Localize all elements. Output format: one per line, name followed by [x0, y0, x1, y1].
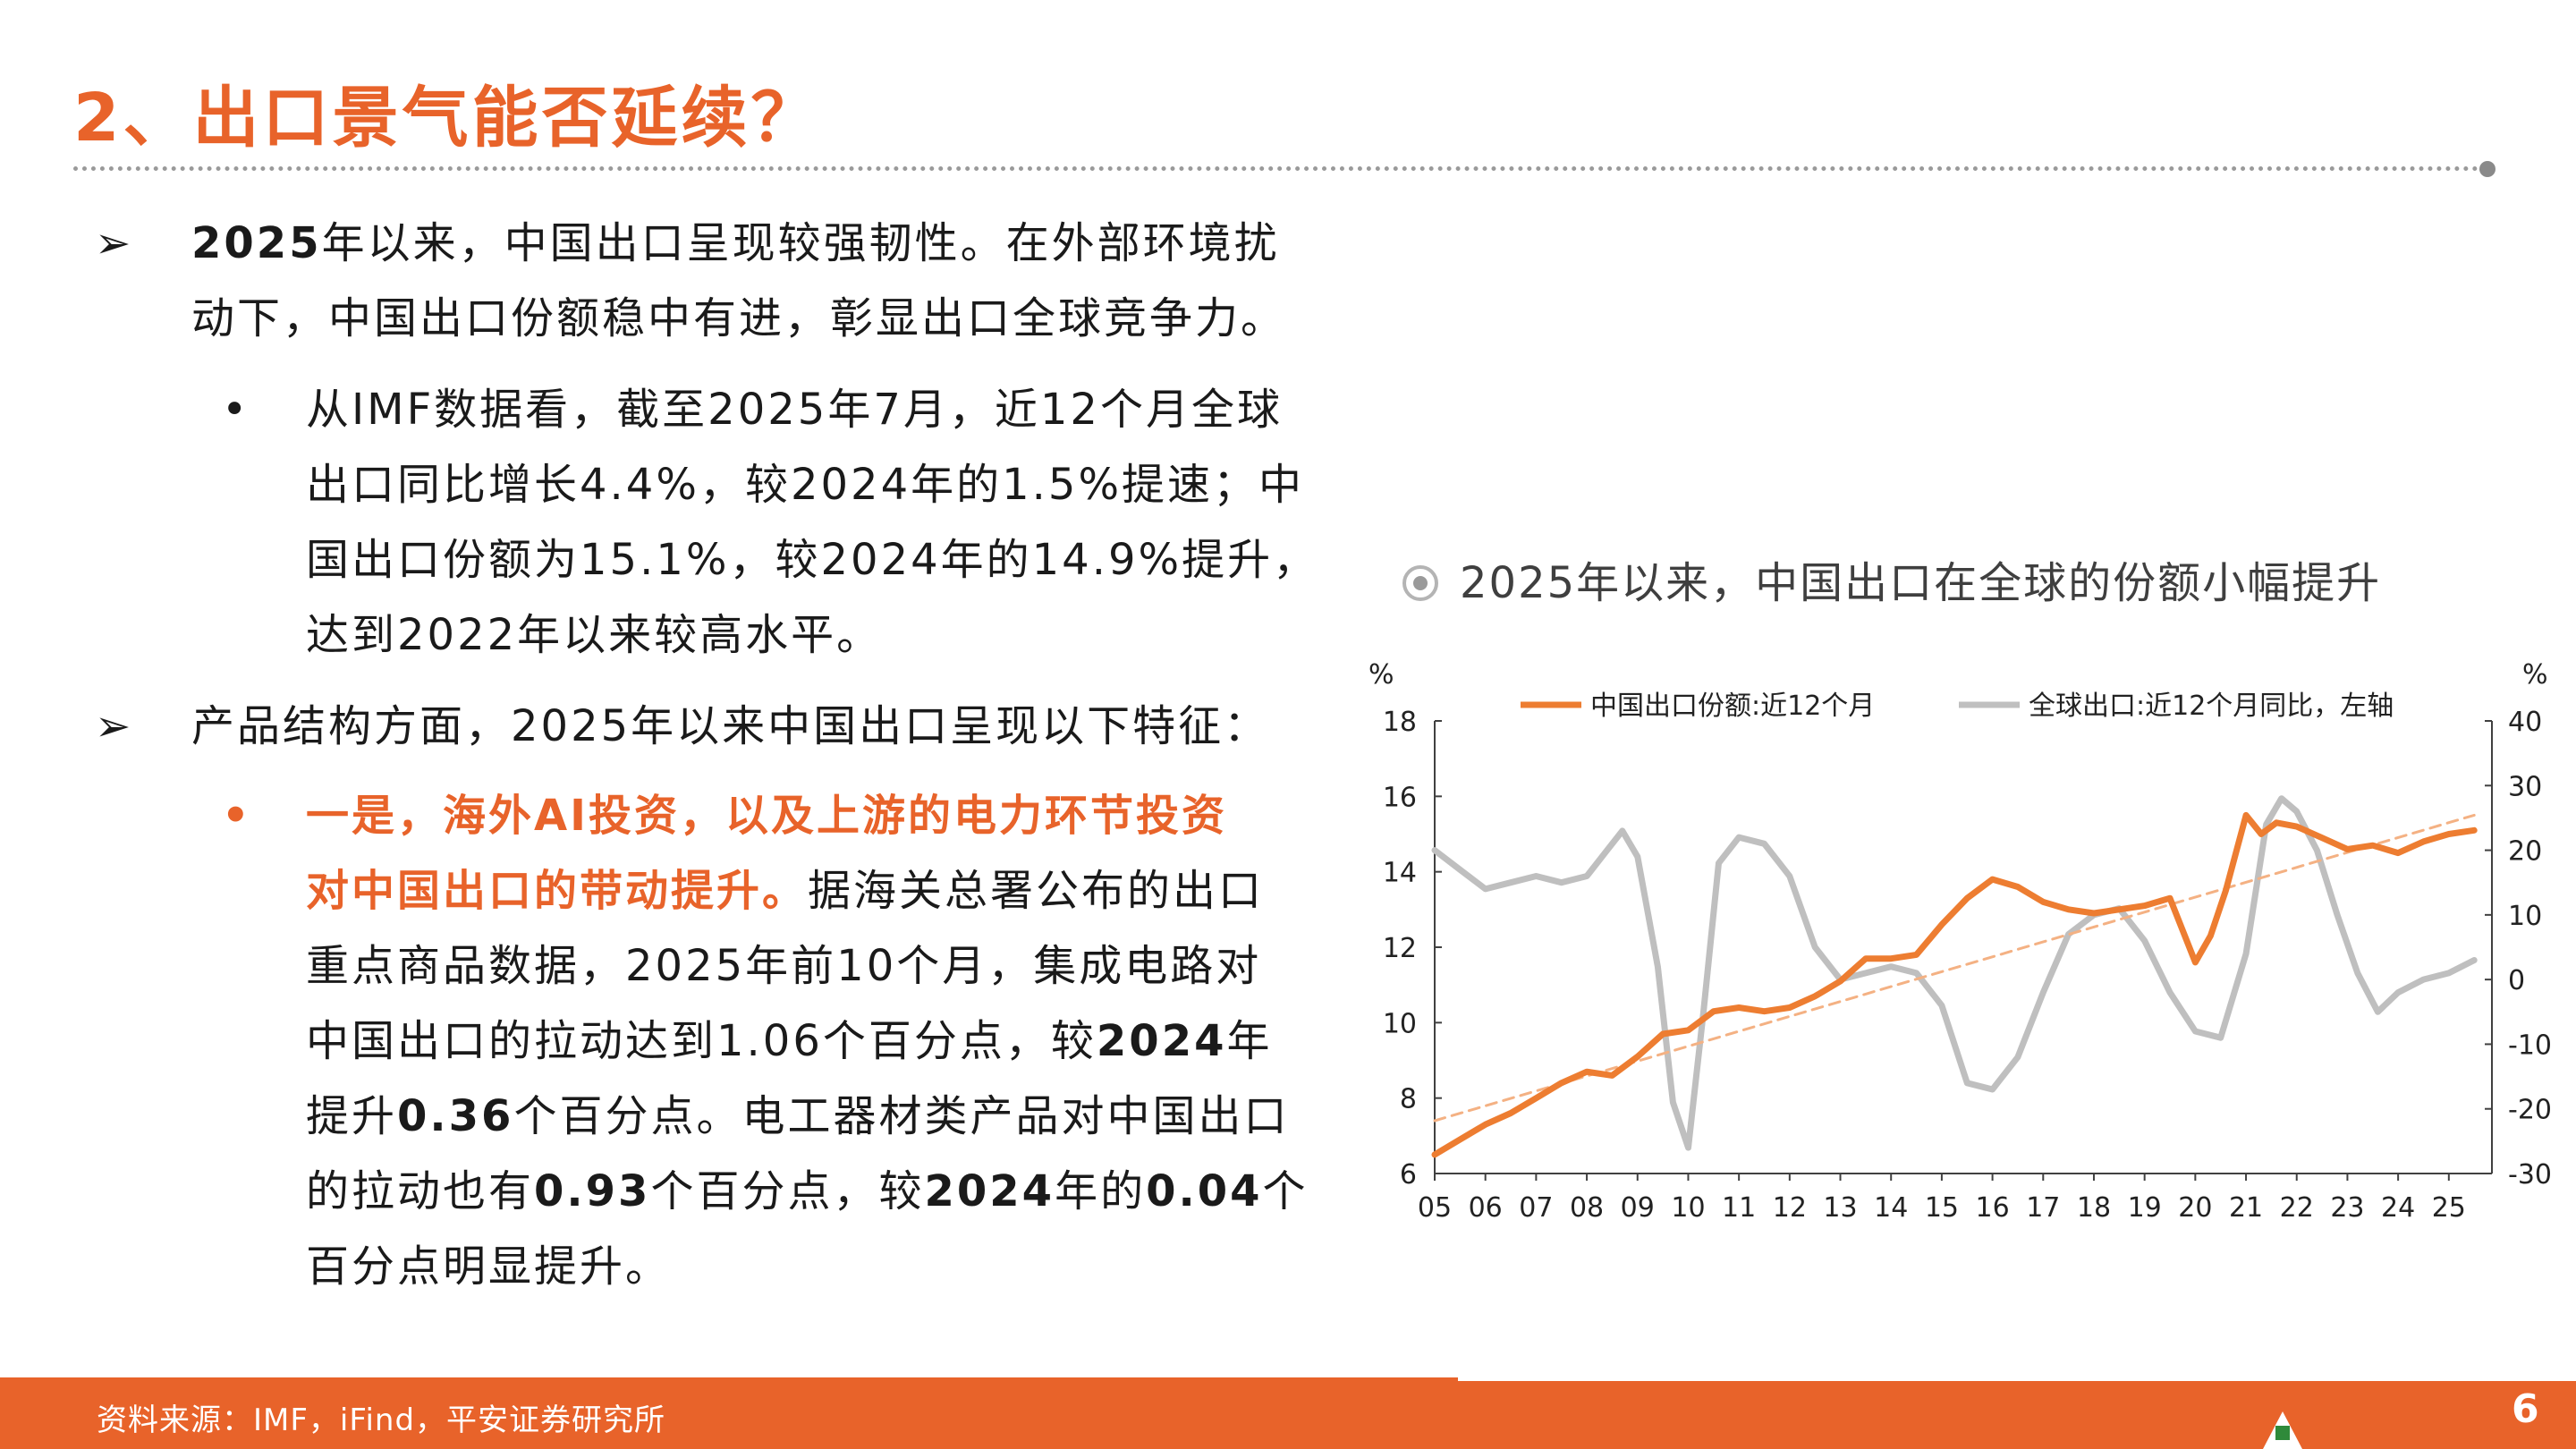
- right-tick-label: -20: [2508, 1095, 2552, 1126]
- x-tick-label: 21: [2229, 1192, 2263, 1224]
- sub-line: 出口同比增长4.4%，较2024年的1.5%提速；中: [306, 460, 1305, 510]
- x-tick-label: 22: [2280, 1192, 2314, 1224]
- left-tick-label: 18: [1383, 707, 1417, 738]
- x-tick-label: 14: [1874, 1192, 1908, 1224]
- x-tick-label: 09: [1621, 1192, 1655, 1224]
- x-tick-label: 08: [1570, 1192, 1604, 1224]
- paragraph-1-line-2: 动下，中国出口份额稳中有进，彰显出口全球竞争力。: [191, 293, 1287, 343]
- sub-line: 达到2022年以来较高水平。: [306, 610, 883, 660]
- x-tick-label: 07: [1519, 1192, 1553, 1224]
- paragraph-1-line-1: 2025年以来，中国出口呈现较强韧性。在外部环境扰: [191, 218, 1280, 268]
- x-tick-label: 13: [1823, 1192, 1857, 1224]
- sub-line: 百分点明显提升。: [306, 1241, 672, 1292]
- x-tick-label: 12: [1773, 1192, 1807, 1224]
- x-tick-label: 19: [2128, 1192, 2162, 1224]
- x-tick-label: 11: [1722, 1192, 1756, 1224]
- sub-line: 从IMF数据看，截至2025年7月，近12个月全球: [306, 385, 1283, 435]
- x-tick-label: 05: [1418, 1192, 1452, 1224]
- page-title: 2、出口景气能否延续？: [73, 80, 821, 157]
- source-note: 资料来源：IMF，iFind，平安证券研究所: [97, 1402, 666, 1438]
- x-tick-label: 06: [1469, 1192, 1503, 1224]
- global-export-line: [1431, 795, 2478, 1151]
- paragraph-2: 产品结构方面，2025年以来中国出口呈现以下特征：: [191, 689, 1269, 764]
- sub-line: 提升0.36个百分点。电工器材类产品对中国出口: [306, 1091, 1290, 1141]
- right-unit-label: %: [2522, 659, 2548, 691]
- x-tick-label: 24: [2381, 1192, 2415, 1224]
- footer-bar: [0, 1377, 2576, 1449]
- left-tick-label: 16: [1383, 782, 1417, 813]
- logo-icon: [2263, 1411, 2302, 1449]
- trend-line: [1433, 813, 2476, 1123]
- sub-line: 对中国出口的带动提升。据海关总署公布的出口: [306, 866, 1265, 916]
- x-tick-label: 18: [2077, 1192, 2111, 1224]
- paragraph-1: 2025年以来，中国出口呈现较强韧性。在外部环境扰 动下，中国出口份额稳中有进，…: [191, 206, 1286, 356]
- divider-end-dot: [2479, 161, 2496, 177]
- dot-bullet-icon: •: [222, 385, 248, 435]
- x-tick-label: 23: [2330, 1192, 2364, 1224]
- x-tick-label: 17: [2026, 1192, 2060, 1224]
- chart-title: 2025年以来，中国出口在全球的份额小幅提升: [1460, 558, 2382, 608]
- x-tick-label: 10: [1671, 1192, 1705, 1224]
- left-tick-label: 6: [1400, 1159, 1417, 1191]
- left-tick-label: 8: [1400, 1084, 1417, 1115]
- left-tick-label: 10: [1383, 1008, 1417, 1039]
- china-share-line: [1431, 811, 2478, 1158]
- export-share-chart: 18 16 14 12 10 8 6 40 30 20 10 0 -10 -20 -30 05 06 07 08 09…: [1368, 659, 2552, 1224]
- x-tick-label: 16: [1976, 1192, 2010, 1224]
- legend-china-label: 中国出口份额:近12个月: [1590, 691, 1875, 722]
- right-tick-label: 10: [2508, 901, 2542, 932]
- left-tick-label: 12: [1383, 933, 1417, 964]
- title-divider: [73, 166, 2488, 171]
- sub-line: 的拉动也有0.93个百分点，较2024年的0.04个: [306, 1166, 1309, 1216]
- sub-line: 重点商品数据，2025年前10个月，集成电路对: [306, 941, 1262, 991]
- x-tick-label: 20: [2178, 1192, 2212, 1224]
- right-tick-label: -30: [2508, 1159, 2552, 1191]
- left-tick-label: 14: [1383, 858, 1417, 889]
- right-tick-label: 0: [2508, 965, 2525, 996]
- radio-circle-icon: [1402, 565, 1438, 601]
- arrow-bullet-icon: ➢: [95, 218, 131, 268]
- arrow-bullet-icon: ➢: [95, 701, 131, 751]
- right-tick-label: 40: [2508, 707, 2542, 738]
- dot-bullet-icon: •: [222, 791, 250, 841]
- page-number: 6: [2512, 1386, 2539, 1432]
- right-tick-label: 20: [2508, 836, 2542, 868]
- paragraph-1-sub: 从IMF数据看，截至2025年7月，近12个月全球 出口同比增长4.4%，较20…: [306, 372, 1318, 673]
- left-unit-label: %: [1368, 659, 1394, 691]
- x-tick-label: 15: [1925, 1192, 1959, 1224]
- right-tick-label: -10: [2508, 1030, 2552, 1061]
- paragraph-2-line: 产品结构方面，2025年以来中国出口呈现以下特征：: [191, 701, 1270, 751]
- right-tick-label: 30: [2508, 771, 2542, 802]
- sub-line: 一是，海外AI投资，以及上游的电力环节投资: [306, 791, 1228, 841]
- sub-line: 国出口份额为15.1%，较2024年的14.9%提升，: [306, 535, 1319, 585]
- legend-global-label: 全球出口:近12个月同比，左轴: [2029, 691, 2394, 722]
- sub-line: 中国出口的拉动达到1.06个百分点，较2024年: [306, 1016, 1273, 1066]
- x-tick-label: 25: [2432, 1192, 2466, 1224]
- paragraph-2-sub: 一是，海外AI投资，以及上游的电力环节投资 对中国出口的带动提升。据海关总署公布…: [306, 778, 1309, 1304]
